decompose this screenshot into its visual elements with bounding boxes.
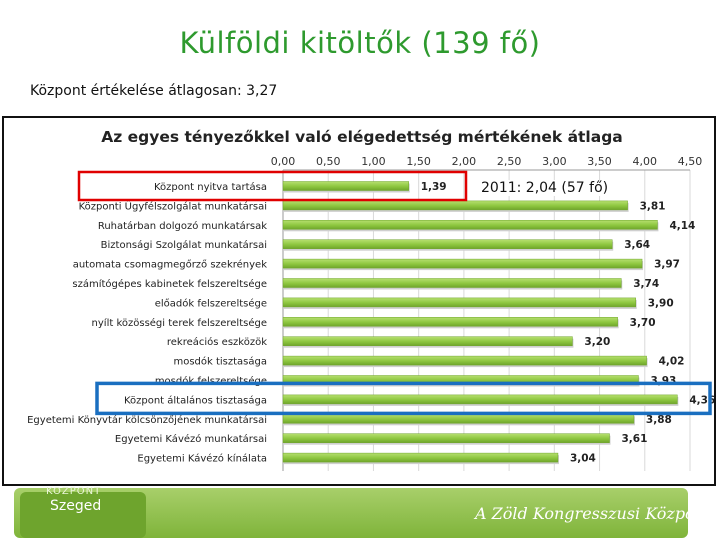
tick-layer: 0,00 0,50 1,00 1,50 2,00 2,50 3,00 3,50 4,00 4,50 (271, 155, 703, 168)
bar (282, 258, 643, 269)
slide-title: Külföldi kitöltők (139 fő) (179, 26, 541, 60)
chart-frame: Az egyes tényezőkkel való elégedettség m… (2, 116, 716, 486)
value-label: 4,14 (669, 220, 695, 232)
value-label: 3,81 (640, 200, 666, 212)
value-label: 4,36 (689, 394, 714, 406)
category-label: nyílt közösségi terek felszereltsége (92, 317, 267, 329)
x-tick-label: 1,00 (361, 155, 386, 168)
x-tick-label: 0,50 (316, 155, 341, 168)
x-tick-label: 3,00 (542, 155, 567, 168)
bar (282, 220, 658, 230)
label-layer: Központ nyitva tartása 1,39 Központi Ügyfé… (27, 181, 714, 465)
highlight-box-red (77, 170, 468, 202)
x-tick-label: 3,50 (587, 155, 612, 168)
value-label: 3,74 (633, 278, 659, 290)
value-label: 3,70 (630, 317, 656, 329)
category-label: mosdók felszereltsége (155, 375, 267, 387)
bar (282, 433, 610, 443)
highlight-box-blue (95, 381, 712, 416)
x-tick-label: 4,00 (633, 155, 658, 168)
bar (282, 336, 573, 346)
category-label: Ruhatárban dolgozó munkatársak (98, 220, 267, 232)
x-tick-label: 1,50 (406, 155, 431, 168)
bar-chart: Az egyes tényezőkkel való elégedettség m… (27, 128, 714, 471)
value-label: 3,61 (622, 433, 648, 445)
value-label: 1,39 (421, 181, 447, 193)
value-label: 3,20 (584, 336, 610, 348)
bar (282, 452, 559, 463)
bar (282, 239, 613, 249)
x-tick-label: 2,50 (497, 155, 522, 168)
bar (282, 181, 409, 191)
bar (282, 355, 647, 366)
bar (282, 414, 635, 424)
bar-layer (282, 181, 679, 465)
value-label: 3,97 (654, 259, 680, 271)
value-label: 3,88 (646, 414, 672, 426)
category-label: Egyetemi Kávézó kínálata (137, 453, 267, 465)
category-label: Központ általános tisztasága (124, 394, 267, 406)
highlight-layer (77, 170, 712, 416)
category-label: mosdók tisztasága (173, 356, 267, 368)
slide-subtitle: Központ értékelése átlagosan: 3,27 (30, 83, 278, 99)
bar (282, 297, 636, 308)
value-label: 3,64 (624, 239, 650, 251)
bar (282, 394, 678, 405)
category-label: automata csomagmegőrző szekrények (73, 259, 268, 271)
x-tick-label: 2,00 (452, 155, 477, 168)
category-label: előadók felszereltsége (155, 297, 267, 309)
x-tick-label: 0,00 (271, 155, 296, 168)
value-label: 3,04 (570, 453, 596, 465)
bar (282, 278, 622, 288)
bar (282, 317, 618, 327)
value-label: 3,93 (650, 375, 676, 387)
category-label: Egyetemi Kávézó munkatársai (115, 433, 267, 445)
value-label: 3,90 (648, 297, 674, 309)
x-tick-label: 4,50 (678, 155, 703, 168)
logo-text: KÖZPONT (46, 486, 102, 497)
category-label: Biztonsági Szolgálat munkatársai (101, 239, 267, 251)
category-label: Központ nyitva tartása (154, 181, 267, 193)
logo-sub: Szeged (50, 498, 102, 514)
category-label: Központi Ügyfélszolgálat munkatársai (79, 199, 267, 212)
footer-slogan: A Zöld Kongresszusi Központ (475, 504, 712, 523)
category-label: számítógépes kabinetek felszereltsége (72, 278, 267, 290)
category-label: Egyetemi Könyvtár kölcsönzőjének munkatá… (27, 414, 267, 426)
chart-title: Az egyes tényezőkkel való elégedettség m… (101, 128, 623, 146)
bar (282, 200, 628, 211)
value-label: 4,02 (659, 356, 685, 368)
category-label: rekreációs eszközök (167, 336, 267, 348)
footer-logo (20, 492, 146, 538)
callout-2011: 2011: 2,04 (57 fő) (481, 180, 609, 196)
